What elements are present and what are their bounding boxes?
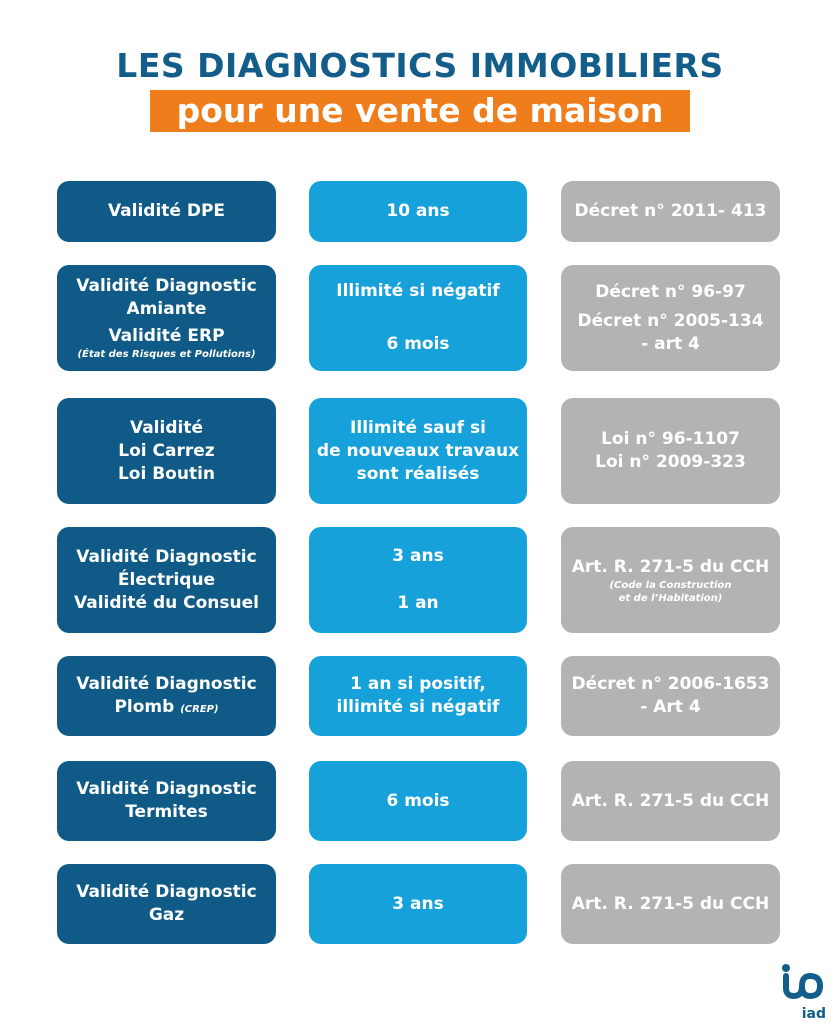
law-note: et de l’Habitation) <box>618 592 723 604</box>
validity-text: Illimité sauf si <box>350 417 486 438</box>
label-text: Validité DPE <box>107 201 226 221</box>
row-termites-label: Validité Diagnostic Termites <box>57 761 276 841</box>
row-carrez-law: Loi n° 96-1107 Loi n° 2009-323 <box>561 398 780 504</box>
row-gaz-law: Art. R. 271-5 du CCH <box>561 864 780 944</box>
label-note: (État des Risques et Pollutions) <box>77 349 256 360</box>
label-text: Validité <box>129 417 203 438</box>
row-plomb-label: Validité Diagnostic Plomb (CREP) <box>57 656 276 736</box>
row-carrez-label: Validité Loi Carrez Loi Boutin <box>57 398 276 504</box>
row-electrique-label: Validité Diagnostic Électrique Validité … <box>57 527 276 633</box>
law-text: Art. R. 271-5 du CCH <box>571 893 770 914</box>
law-text: - Art 4 <box>640 697 701 717</box>
label-text: Loi Carrez <box>118 440 215 461</box>
row-carrez-validity: Illimité sauf si de nouveaux travaux son… <box>309 398 527 504</box>
label-text: Validité ERP <box>108 326 225 346</box>
validity-text: Illimité si négatif <box>336 281 500 301</box>
validity-text: sont réalisés <box>356 463 480 484</box>
law-text: Décret n° 2005-134 <box>577 310 764 331</box>
law-text: Loi n° 2009-323 <box>595 452 746 472</box>
label-text: Termites <box>125 802 208 822</box>
row-electrique-law: Art. R. 271-5 du CCH (Code la Constructi… <box>561 527 780 633</box>
iad-logo-text: iad <box>801 1006 826 1022</box>
iad-logo: iad <box>778 962 828 1022</box>
label-text: Validité Diagnostic <box>76 276 257 296</box>
row-plomb-law: Décret n° 2006-1653 - Art 4 <box>561 656 780 736</box>
label-text: Gaz <box>148 905 185 925</box>
law-text: Décret n° 96-97 <box>595 281 746 302</box>
validity-text: de nouveaux travaux <box>316 440 520 461</box>
label-text: Validité Diagnostic <box>76 779 257 799</box>
row-dpe-validity: 10 ans <box>309 181 527 242</box>
law-text: Loi n° 96-1107 <box>601 429 740 449</box>
validity-text: illimité si négatif <box>336 697 500 717</box>
row-gaz-validity: 3 ans <box>309 864 527 944</box>
row-amiante-label: Validité Diagnostic Amiante Validité ERP… <box>57 265 276 371</box>
law-text: - art 4 <box>641 333 700 354</box>
label-note: (CREP) <box>180 704 219 715</box>
row-dpe-law: Décret n° 2011- 413 <box>561 181 780 242</box>
label-text: Validité Diagnostic <box>76 546 257 567</box>
label-text: Validité Diagnostic <box>76 882 257 902</box>
iad-logo-icon <box>782 964 824 1000</box>
row-plomb-validity: 1 an si positif, illimité si négatif <box>309 656 527 736</box>
law-note: (Code la Construction <box>609 579 732 591</box>
validity-text: 3 ans <box>392 546 444 566</box>
subtitle-highlight <box>150 90 690 132</box>
label-text: Amiante <box>126 299 207 319</box>
row-dpe-label: Validité DPE <box>57 181 276 242</box>
row-gaz-label: Validité Diagnostic Gaz <box>57 864 276 944</box>
label-text: Validité Diagnostic <box>76 674 257 694</box>
page-subtitle: pour une vente de maison <box>176 91 664 130</box>
label-text: Validité du Consuel <box>74 592 259 613</box>
label-text: Loi Boutin <box>117 463 216 484</box>
page-title: LES DIAGNOSTICS IMMOBILIERS <box>116 46 724 85</box>
row-electrique-validity: 3 ans 1 an <box>309 527 527 633</box>
row-termites-law: Art. R. 271-5 du CCH <box>561 761 780 841</box>
row-amiante-law: Décret n° 96-97 Décret n° 2005-134 - art… <box>561 265 780 371</box>
validity-text: 6 mois <box>386 790 450 811</box>
validity-text: 10 ans <box>386 201 450 221</box>
law-text: Art. R. 271-5 du CCH <box>571 790 770 811</box>
law-text: Art. R. 271-5 du CCH <box>571 556 770 577</box>
validity-text: 3 ans <box>392 893 444 914</box>
row-termites-validity: 6 mois <box>309 761 527 841</box>
row-amiante-validity: Illimité si négatif 6 mois <box>309 265 527 371</box>
validity-text: 6 mois <box>386 334 450 354</box>
label-text: Électrique <box>117 569 216 590</box>
label-text: Plomb <box>114 697 175 717</box>
validity-text: 1 an si positif, <box>350 674 486 694</box>
law-text: Décret n° 2006-1653 <box>571 674 770 694</box>
validity-text: 1 an <box>397 593 439 613</box>
law-text: Décret n° 2011- 413 <box>574 201 767 221</box>
